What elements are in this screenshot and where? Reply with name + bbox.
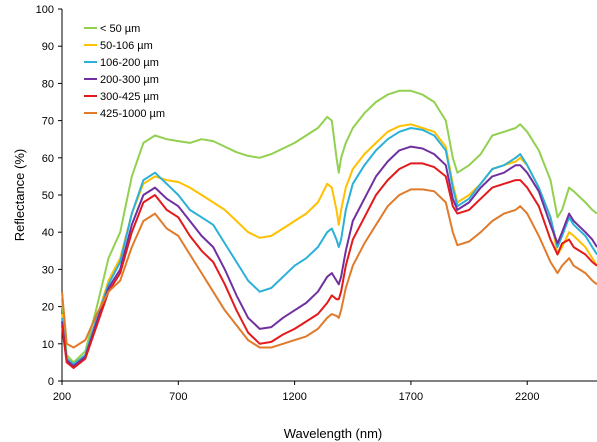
legend: < 50 µm 50-106 µm 106-200 µm 200-300 µm 300-…	[84, 23, 165, 120]
legend-label-1: 50-106 µm	[100, 40, 153, 52]
series-line-2	[61, 127, 597, 366]
y-tick-label: 50	[42, 190, 54, 202]
x-tick-label: 2200	[515, 391, 539, 403]
series-line-1	[61, 123, 597, 366]
legend-label-2: 106-200 µm	[100, 57, 159, 69]
series-layer	[61, 89, 597, 369]
x-tick-label: 1700	[399, 391, 423, 403]
y-tick-label: 0	[48, 376, 54, 388]
y-tick-label: 70	[42, 116, 54, 128]
y-axis-title: Reflectance (%)	[12, 149, 27, 241]
x-tick-label: 700	[169, 391, 187, 403]
y-tick-label: 100	[36, 4, 54, 16]
series-line-0	[61, 89, 597, 364]
legend-label-5: 425-1000 µm	[100, 108, 165, 120]
y-tick-label: 90	[42, 41, 54, 53]
series-line-3	[61, 145, 597, 368]
legend-label-3: 200-300 µm	[100, 74, 159, 86]
tick-labels: 0 10 20 30 40 50 60 70 80 90 100 200 700 1200 1700 2200	[36, 4, 540, 403]
y-tick-label: 30	[42, 264, 54, 276]
y-tick-label: 10	[42, 339, 54, 351]
x-tick-label: 1200	[282, 391, 306, 403]
x-axis-title: Wavelength (nm)	[284, 426, 383, 441]
y-tick-label: 80	[42, 78, 54, 90]
legend-label-0: < 50 µm	[100, 23, 140, 35]
y-tick-label: 20	[42, 302, 54, 314]
y-tick-label: 60	[42, 153, 54, 165]
series-line-4	[61, 162, 597, 369]
legend-label-4: 300-425 µm	[100, 91, 159, 103]
series-line-5	[61, 188, 597, 349]
y-tick-label: 40	[42, 227, 54, 239]
x-tick-label: 200	[53, 391, 71, 403]
